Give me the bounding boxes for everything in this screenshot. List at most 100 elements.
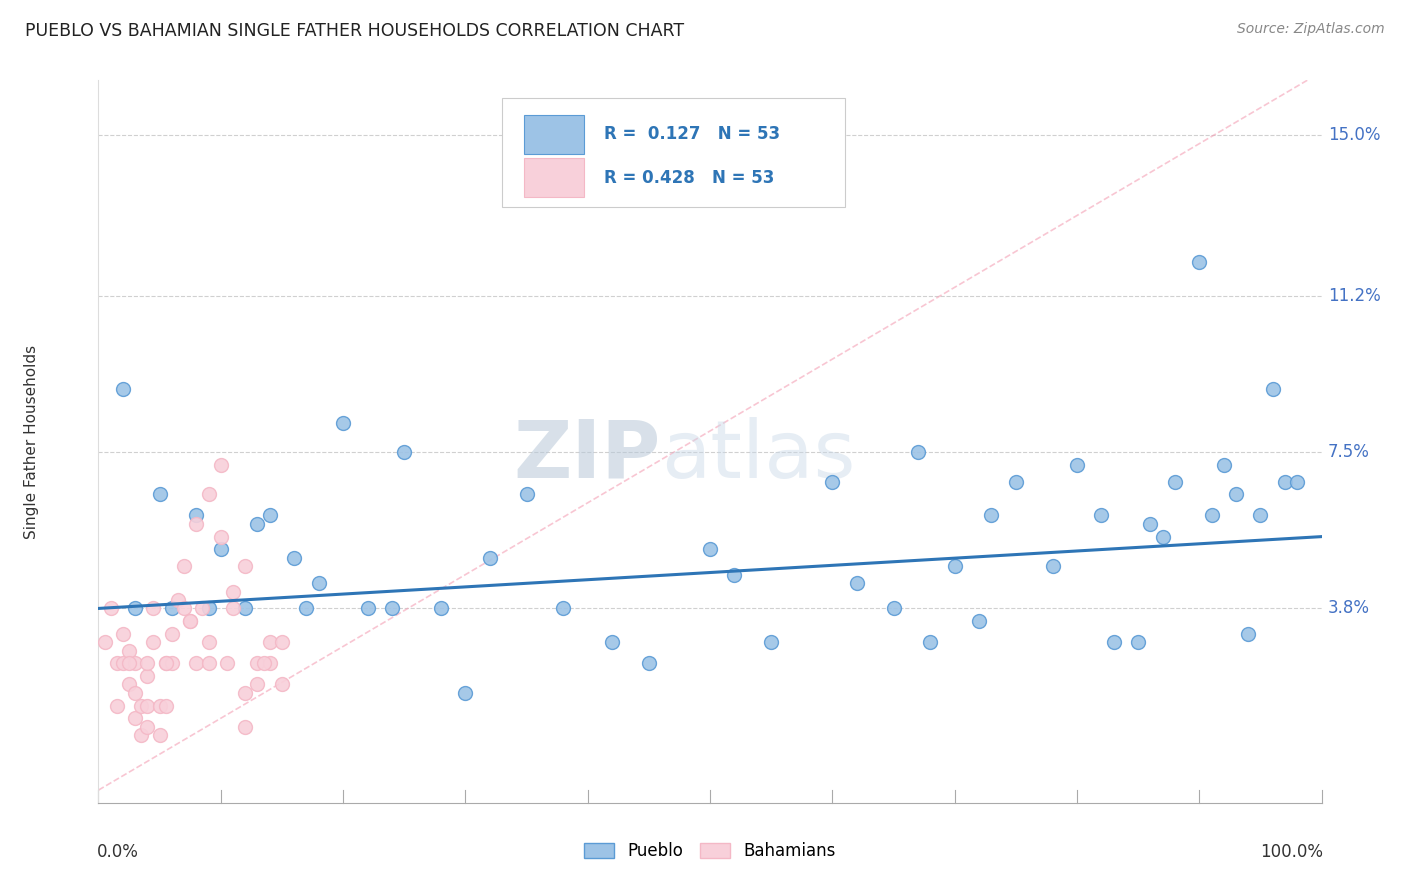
Point (160, 657, 183, 671)
Point (233, 559, 256, 574)
Point (637, 657, 661, 671)
Point (283, 550, 305, 565)
Text: Source: ZipAtlas.com: Source: ZipAtlas.com (1237, 22, 1385, 37)
Point (124, 657, 146, 671)
Point (142, 635, 165, 649)
Point (209, 458, 232, 472)
Text: 100.0%: 100.0% (1260, 843, 1323, 862)
Point (111, 657, 134, 671)
Text: PUEBLO VS BAHAMIAN SINGLE FATHER HOUSEHOLDS CORRELATION CHART: PUEBLO VS BAHAMIAN SINGLE FATHER HOUSEHO… (25, 22, 685, 40)
Point (392, 445, 416, 459)
Point (179, 614, 201, 628)
Point (478, 550, 501, 565)
FancyBboxPatch shape (524, 115, 583, 154)
Point (821, 475, 844, 489)
Point (197, 635, 219, 649)
Text: 15.0%: 15.0% (1327, 126, 1381, 145)
Point (155, 657, 177, 671)
Point (246, 657, 269, 671)
Point (186, 508, 208, 523)
Point (270, 677, 294, 691)
Point (149, 698, 172, 713)
Point (191, 601, 214, 615)
Point (723, 567, 745, 582)
Point (246, 677, 269, 691)
Point (160, 601, 183, 615)
Point (167, 593, 190, 607)
Text: 0.0%: 0.0% (97, 843, 139, 862)
Point (980, 508, 1002, 523)
Point (1164, 475, 1187, 489)
Point (118, 643, 141, 657)
Point (1237, 627, 1260, 641)
Point (111, 382, 134, 396)
Point (356, 601, 378, 615)
Point (1128, 635, 1150, 649)
Point (129, 728, 152, 742)
Point (883, 601, 905, 615)
Point (118, 657, 141, 671)
Point (173, 601, 195, 615)
Point (1188, 255, 1211, 269)
Point (124, 686, 146, 700)
Point (1090, 508, 1112, 523)
Legend: Pueblo, Bahamians: Pueblo, Bahamians (578, 836, 842, 867)
Point (160, 627, 183, 641)
Point (454, 686, 477, 700)
FancyBboxPatch shape (524, 158, 583, 197)
Point (1152, 530, 1174, 544)
Point (179, 614, 201, 628)
Point (105, 657, 128, 671)
Point (136, 698, 159, 713)
Point (233, 601, 256, 615)
Text: 3.8%: 3.8% (1327, 599, 1369, 617)
Point (920, 635, 942, 649)
Point (1261, 382, 1284, 396)
Point (515, 487, 537, 501)
Point (186, 657, 208, 671)
Text: 7.5%: 7.5% (1327, 443, 1369, 461)
Point (155, 657, 177, 671)
Point (233, 686, 256, 700)
Point (381, 601, 404, 615)
Point (1201, 508, 1223, 523)
Point (136, 720, 159, 734)
Point (118, 677, 141, 691)
Point (197, 657, 219, 671)
Point (124, 711, 146, 725)
Point (907, 445, 929, 459)
Text: 11.2%: 11.2% (1327, 286, 1381, 305)
Point (1225, 487, 1247, 501)
Point (845, 576, 868, 591)
Point (1274, 475, 1296, 489)
Point (215, 657, 238, 671)
Point (149, 487, 172, 501)
Point (1004, 475, 1026, 489)
Point (259, 657, 281, 671)
Point (173, 559, 195, 574)
Point (1249, 508, 1271, 523)
Point (124, 601, 146, 615)
Point (1212, 458, 1234, 472)
Point (186, 516, 208, 531)
Point (1286, 475, 1309, 489)
Point (1042, 559, 1064, 574)
Point (136, 669, 159, 683)
Point (93, 635, 115, 649)
Point (600, 635, 623, 649)
Point (699, 542, 721, 557)
Point (295, 601, 318, 615)
Point (430, 601, 453, 615)
Point (308, 576, 330, 591)
Point (252, 657, 274, 671)
Point (332, 416, 354, 430)
Point (155, 698, 177, 713)
Point (197, 487, 219, 501)
Point (197, 601, 219, 615)
Point (967, 614, 990, 628)
Point (761, 635, 783, 649)
Point (209, 530, 232, 544)
Text: ZIP: ZIP (513, 417, 661, 495)
Text: R =  0.127   N = 53: R = 0.127 N = 53 (603, 126, 780, 144)
Point (129, 698, 152, 713)
